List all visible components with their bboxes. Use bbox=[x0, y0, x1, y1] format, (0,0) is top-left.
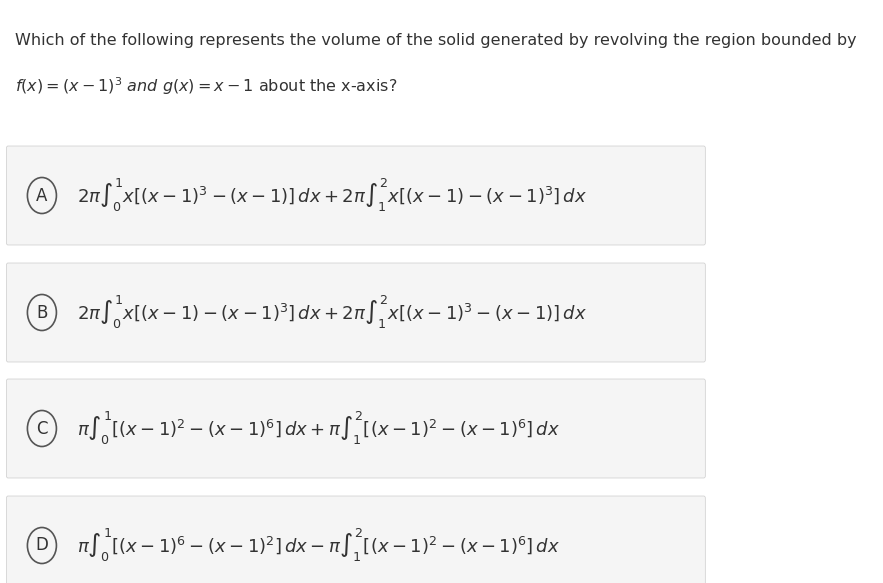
Text: $2\pi\int_0^1 x[(x-1)-(x-1)^3]\,dx+2\pi\int_1^2 x[(x-1)^3-(x-1)]\,dx$: $2\pi\int_0^1 x[(x-1)-(x-1)^3]\,dx+2\pi\… bbox=[77, 294, 586, 331]
Text: $2\pi\int_0^1 x[(x-1)^3-(x-1)]\,dx+2\pi\int_1^2 x[(x-1)-(x-1)^3]\,dx$: $2\pi\int_0^1 x[(x-1)^3-(x-1)]\,dx+2\pi\… bbox=[77, 177, 586, 214]
Text: $\pi\int_0^1[(x-1)^6-(x-1)^2]\,dx-\pi\int_1^2[(x-1)^2-(x-1)^6]\,dx$: $\pi\int_0^1[(x-1)^6-(x-1)^2]\,dx-\pi\in… bbox=[77, 527, 560, 564]
Text: C: C bbox=[36, 420, 48, 437]
Text: D: D bbox=[35, 536, 49, 554]
Text: Which of the following represents the volume of the solid generated by revolving: Which of the following represents the vo… bbox=[14, 33, 857, 48]
Text: $f(x)=(x-1)^3$ $\mathit{and}$ $g(x)=x-1$ about the x-axis?: $f(x)=(x-1)^3$ $\mathit{and}$ $g(x)=x-1$… bbox=[14, 75, 396, 97]
FancyBboxPatch shape bbox=[6, 263, 706, 362]
FancyBboxPatch shape bbox=[6, 379, 706, 478]
Text: $\pi\int_0^1[(x-1)^2-(x-1)^6]\,dx+\pi\int_1^2[(x-1)^2-(x-1)^6]\,dx$: $\pi\int_0^1[(x-1)^2-(x-1)^6]\,dx+\pi\in… bbox=[77, 410, 560, 447]
FancyBboxPatch shape bbox=[6, 496, 706, 583]
Text: A: A bbox=[36, 187, 48, 205]
FancyBboxPatch shape bbox=[6, 146, 706, 245]
Text: B: B bbox=[36, 304, 48, 321]
